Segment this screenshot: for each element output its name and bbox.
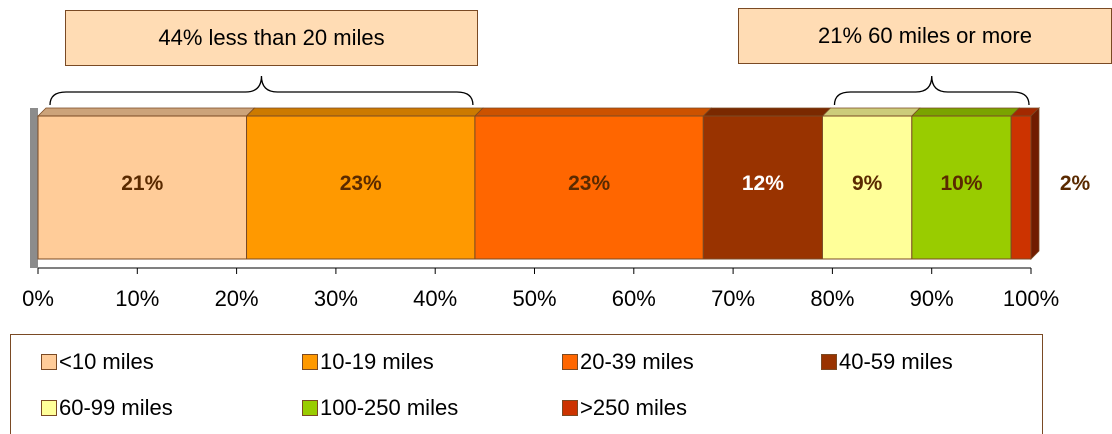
- legend-swatch: [302, 400, 318, 416]
- legend-item: 10-19 miles: [302, 349, 434, 375]
- bar-segment: [246, 115, 476, 260]
- x-tick-label: 50%: [512, 286, 556, 311]
- legend-label: 10-19 miles: [320, 349, 434, 374]
- data-label: 21%: [121, 172, 163, 195]
- legend-swatch: [562, 400, 578, 416]
- legend-swatch: [302, 354, 318, 370]
- bar-segment: [911, 115, 1012, 260]
- annotation-less-than-20-miles: 44% less than 20 miles: [65, 10, 478, 66]
- legend-item: >250 miles: [562, 395, 687, 421]
- x-tick-label: 20%: [215, 286, 259, 311]
- bar-segment-top: [910, 107, 1021, 117]
- legend-label: 40-59 miles: [839, 349, 953, 374]
- legend-item: 60-99 miles: [41, 395, 173, 421]
- axis-wall: [30, 108, 38, 268]
- x-tick-label: 70%: [711, 286, 755, 311]
- x-tick-label: 90%: [910, 286, 954, 311]
- x-tick-label: 30%: [314, 286, 358, 311]
- annotation-60-miles-or-more: 21% 60 miles or more: [738, 8, 1112, 64]
- data-label: 12%: [742, 172, 784, 195]
- data-label: 9%: [852, 172, 883, 195]
- x-tick-label: 40%: [413, 286, 457, 311]
- legend-swatch: [41, 400, 57, 416]
- bar-segment-top: [245, 107, 484, 117]
- tick-labels: 0% 10% 20% 30% 40% 50% 60% 70% 80% 90% 100%: [22, 268, 1059, 311]
- bar-segment-top: [473, 107, 713, 117]
- x-tick-label: 80%: [810, 286, 854, 311]
- legend-swatch: [821, 354, 837, 370]
- bar-segment: [1010, 115, 1032, 260]
- x-tick-label: 100%: [1003, 286, 1059, 311]
- data-label: 23%: [340, 172, 382, 195]
- bar-segment-top: [702, 107, 832, 117]
- bar-segment-top: [821, 107, 921, 117]
- legend-label: 20-39 miles: [580, 349, 694, 374]
- annotation-brace-left: [49, 75, 474, 106]
- bar-segment-top: [37, 107, 256, 117]
- legend-item: <10 miles: [41, 349, 154, 375]
- legend-label: <10 miles: [59, 349, 154, 374]
- bar-layer: 21% 23% 23% 12% 9% 10% 2%: [37, 107, 1091, 260]
- annotation-brace-right: [833, 75, 1030, 106]
- legend-item: 100-250 miles: [302, 395, 458, 421]
- x-tick-label: 0%: [22, 286, 54, 311]
- legend-item: 20-39 miles: [562, 349, 694, 375]
- legend-item: 40-59 miles: [821, 349, 953, 375]
- brace-layer: [49, 75, 1030, 106]
- data-label: 10%: [940, 172, 982, 195]
- bar-side-face: [1030, 107, 1040, 260]
- legend-label: 60-99 miles: [59, 395, 173, 420]
- legend: <10 miles 10-19 miles 20-39 miles 40-59 mil…: [10, 334, 1043, 434]
- data-label: 2%: [1060, 172, 1091, 195]
- bar-segment: [821, 115, 913, 260]
- bar-segment: [37, 115, 248, 260]
- x-tick-label: 10%: [115, 286, 159, 311]
- x-tick-label: 60%: [612, 286, 656, 311]
- legend-swatch: [41, 354, 57, 370]
- legend-swatch: [562, 354, 578, 370]
- legend-label: >250 miles: [580, 395, 688, 420]
- data-label: 23%: [568, 172, 610, 195]
- legend-label: 100-250 miles: [320, 395, 459, 420]
- stacked-bar-chart: 21% 23% 23% 12% 9% 10% 2% 0% 10% 20% 30% 40% 50% 60%…: [22, 75, 1091, 311]
- bar-segment: [702, 115, 823, 260]
